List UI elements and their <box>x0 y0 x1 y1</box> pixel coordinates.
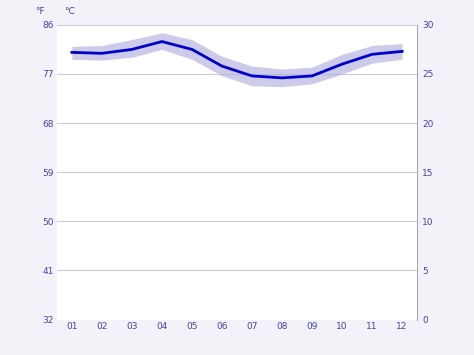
Text: °C: °C <box>64 7 75 16</box>
Text: °F: °F <box>36 7 45 16</box>
